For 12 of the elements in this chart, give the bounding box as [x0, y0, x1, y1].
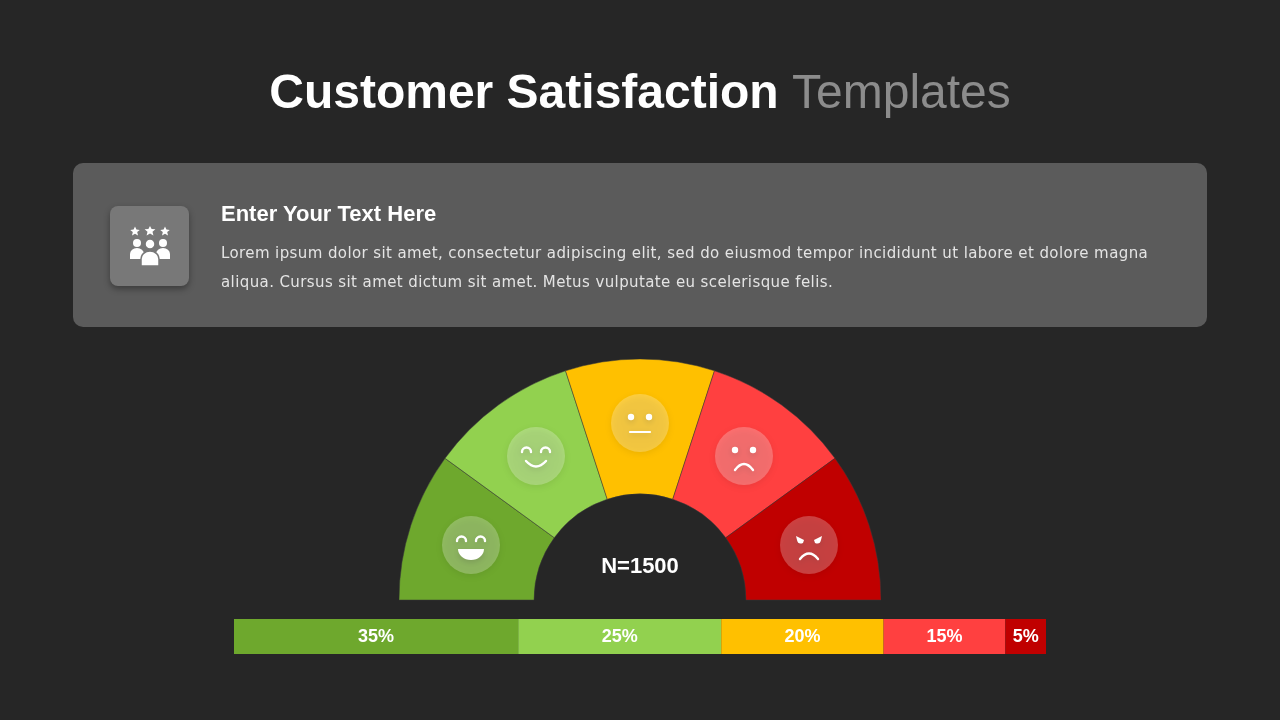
- data-label: 5%: [1012, 625, 1039, 646]
- data-label: 25%: [601, 625, 638, 646]
- bar: [883, 619, 1006, 654]
- data-label: 35%: [358, 625, 395, 646]
- text: Customer Satisfaction Templates: [269, 65, 1011, 118]
- bar: [721, 619, 884, 654]
- bar: [518, 619, 722, 654]
- text: N=1500: [601, 553, 679, 578]
- data-label: 15%: [926, 625, 963, 646]
- data-label: 20%: [784, 625, 821, 646]
- text-card: Enter Your Text Here Lorem ipsum dolor sit amet, consectetur adipiscing elit, sed do eiusmod tempor incididunt ut labore et dolore magna aliqua. Cursus sit amet dictum sit amet. Metus vulputate eu scelerisque felis.: [73, 163, 1207, 327]
- bar: [234, 619, 519, 654]
